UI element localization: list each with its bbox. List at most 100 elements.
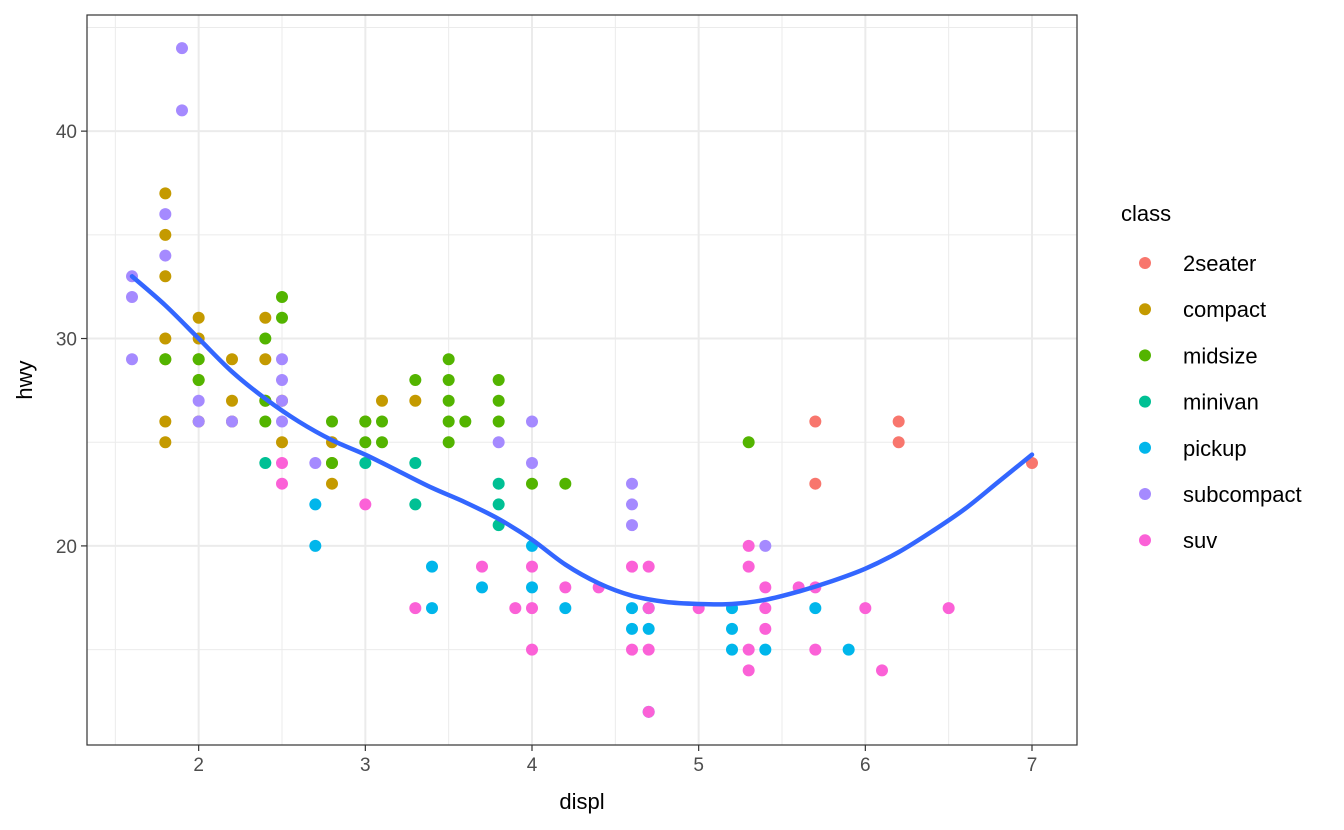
data-point	[476, 581, 488, 594]
data-point	[892, 415, 905, 428]
data-point	[526, 477, 538, 490]
data-point	[459, 415, 472, 428]
data-point	[626, 643, 638, 656]
data-point	[492, 477, 505, 490]
data-point	[476, 560, 488, 573]
series-2seater	[809, 415, 1038, 490]
x-tick-label: 3	[360, 755, 371, 776]
data-point	[276, 394, 288, 407]
data-point	[809, 643, 822, 656]
x-tick-label: 2	[193, 755, 204, 776]
data-point	[526, 602, 538, 615]
legend-label: pickup	[1183, 436, 1247, 461]
data-point	[642, 560, 655, 573]
data-point	[626, 477, 638, 490]
data-point	[276, 456, 288, 469]
data-point	[359, 436, 372, 449]
data-point	[159, 353, 172, 366]
data-point	[942, 602, 955, 615]
data-point	[526, 643, 538, 656]
data-point	[492, 415, 505, 428]
data-point	[192, 415, 205, 428]
plot-area	[86, 14, 1078, 746]
data-point	[859, 602, 872, 615]
data-point	[176, 42, 188, 55]
x-axis-title: displ	[559, 789, 604, 814]
panel-border	[86, 14, 1078, 746]
data-point	[726, 622, 738, 635]
x-tick-label: 6	[860, 755, 871, 776]
data-point	[326, 415, 338, 428]
data-point	[326, 456, 338, 469]
legend-title: class	[1121, 201, 1171, 226]
legend-key	[1139, 349, 1151, 362]
data-point	[259, 415, 272, 428]
data-point	[492, 498, 505, 511]
x-tick-label: 4	[527, 755, 538, 776]
legend-key	[1139, 534, 1151, 547]
data-point	[742, 560, 755, 573]
data-point	[509, 602, 522, 615]
data-point	[192, 394, 205, 407]
x-axis: 2 3 4 5 6 7	[193, 745, 1037, 776]
data-point	[809, 477, 822, 490]
data-point	[259, 311, 272, 324]
legend-label: midsize	[1183, 343, 1258, 368]
data-point	[442, 394, 455, 407]
x-tick-label: 7	[1027, 755, 1038, 776]
legend-key	[1139, 257, 1151, 269]
legend-label: minivan	[1183, 390, 1259, 415]
data-point	[626, 519, 638, 532]
data-point	[742, 436, 755, 449]
data-point	[159, 208, 172, 221]
data-point	[492, 394, 505, 407]
legend-item-subcompact: subcompact	[1139, 482, 1302, 507]
smooth-trend-line	[129, 274, 1035, 607]
data-point	[809, 602, 822, 615]
data-point	[492, 374, 505, 386]
data-point	[442, 374, 455, 386]
data-point	[759, 581, 772, 594]
data-point	[442, 415, 455, 428]
data-point	[276, 477, 288, 490]
data-point	[742, 643, 755, 656]
legend-item-minivan: minivan	[1139, 390, 1259, 415]
series-suv	[276, 456, 955, 718]
data-point	[309, 498, 322, 511]
legend-key	[1139, 395, 1151, 408]
panel-background	[87, 15, 1077, 745]
legend-key	[1139, 303, 1151, 316]
points-layer	[126, 42, 1038, 718]
data-point	[626, 498, 638, 511]
data-point	[876, 664, 888, 677]
data-point	[409, 456, 422, 469]
data-point	[442, 353, 455, 366]
data-point	[276, 415, 288, 428]
data-point	[409, 602, 422, 615]
data-point	[376, 394, 388, 407]
data-point	[359, 456, 372, 469]
data-point	[642, 643, 655, 656]
data-point	[276, 436, 288, 449]
data-point	[192, 374, 205, 386]
data-point	[559, 581, 572, 594]
data-point	[626, 560, 638, 573]
data-point	[126, 353, 138, 366]
legend: class 2seater compact midsize minivan pickup…	[1121, 201, 1302, 553]
data-point	[192, 311, 205, 324]
legend-key	[1139, 441, 1151, 454]
data-point	[742, 539, 755, 552]
data-point	[809, 415, 822, 428]
data-point	[492, 436, 505, 449]
data-point	[409, 374, 422, 386]
legend-label: compact	[1183, 297, 1266, 322]
data-point	[276, 311, 288, 324]
data-point	[276, 374, 288, 386]
y-tick-label: 30	[56, 330, 77, 351]
legend-key	[1139, 488, 1151, 500]
legend-items: 2seater compact midsize minivan pickup subcom…	[1139, 251, 1302, 553]
data-point	[159, 228, 172, 241]
data-point	[359, 415, 372, 428]
y-axis: 20 30 40	[56, 122, 87, 558]
